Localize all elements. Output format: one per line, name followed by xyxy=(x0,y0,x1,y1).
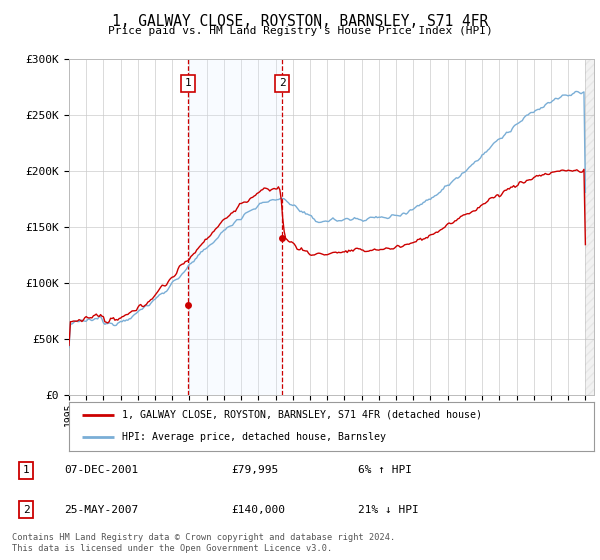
Text: 2: 2 xyxy=(279,78,286,88)
Bar xyxy=(188,59,282,395)
Text: Contains HM Land Registry data © Crown copyright and database right 2024.
This d: Contains HM Land Registry data © Crown c… xyxy=(12,533,395,553)
Text: £140,000: £140,000 xyxy=(231,505,285,515)
Text: 1: 1 xyxy=(185,78,191,88)
Text: 1: 1 xyxy=(23,465,30,475)
Text: 1, GALWAY CLOSE, ROYSTON, BARNSLEY, S71 4FR: 1, GALWAY CLOSE, ROYSTON, BARNSLEY, S71 … xyxy=(112,14,488,29)
Bar xyxy=(586,59,594,395)
Text: 6% ↑ HPI: 6% ↑ HPI xyxy=(358,465,412,475)
Text: 25-MAY-2007: 25-MAY-2007 xyxy=(64,505,138,515)
Text: 1, GALWAY CLOSE, ROYSTON, BARNSLEY, S71 4FR (detached house): 1, GALWAY CLOSE, ROYSTON, BARNSLEY, S71 … xyxy=(121,410,482,420)
Text: £79,995: £79,995 xyxy=(231,465,278,475)
Text: Price paid vs. HM Land Registry's House Price Index (HPI): Price paid vs. HM Land Registry's House … xyxy=(107,26,493,36)
Text: HPI: Average price, detached house, Barnsley: HPI: Average price, detached house, Barn… xyxy=(121,432,386,442)
Text: 2: 2 xyxy=(23,505,30,515)
Text: 21% ↓ HPI: 21% ↓ HPI xyxy=(358,505,418,515)
Text: 07-DEC-2001: 07-DEC-2001 xyxy=(64,465,138,475)
